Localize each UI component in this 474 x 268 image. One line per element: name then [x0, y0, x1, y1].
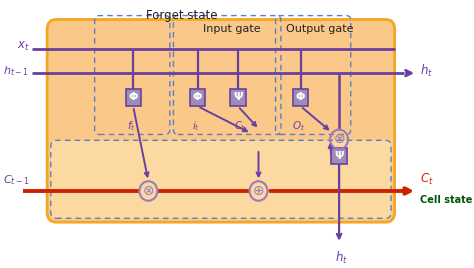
Text: Ψ: Ψ	[233, 92, 243, 102]
Text: Φ: Φ	[296, 92, 305, 102]
Text: Φ: Φ	[128, 92, 138, 102]
Text: Output gate: Output gate	[286, 24, 353, 34]
Text: $C_t$: $C_t$	[234, 119, 246, 133]
FancyBboxPatch shape	[51, 140, 391, 218]
Text: Φ: Φ	[193, 92, 202, 102]
Bar	[293, 89, 308, 106]
Text: $C_t$: $C_t$	[419, 172, 433, 187]
Text: Input gate: Input gate	[203, 24, 260, 34]
Text: $C_{t-1}$: $C_{t-1}$	[3, 173, 29, 187]
Bar	[331, 148, 346, 164]
Text: ⊗: ⊗	[333, 132, 345, 146]
Text: $h_t$: $h_t$	[335, 250, 348, 266]
Text: Cell state: Cell state	[419, 195, 472, 205]
Text: Forget state: Forget state	[146, 9, 217, 22]
Bar	[126, 89, 141, 106]
Bar	[230, 89, 246, 106]
Text: $f_t$: $f_t$	[127, 119, 136, 133]
Text: $O_t$: $O_t$	[292, 119, 305, 133]
Text: $h_t$: $h_t$	[419, 63, 433, 79]
Text: $x_t$: $x_t$	[17, 40, 29, 53]
Text: $h_{t-1}$: $h_{t-1}$	[3, 64, 29, 78]
Text: $i_t$: $i_t$	[192, 119, 200, 133]
Bar	[190, 89, 205, 106]
Text: ⊕: ⊕	[253, 184, 264, 198]
FancyBboxPatch shape	[47, 20, 395, 222]
Text: ⊗: ⊗	[143, 184, 154, 198]
Text: Ψ: Ψ	[334, 151, 344, 161]
